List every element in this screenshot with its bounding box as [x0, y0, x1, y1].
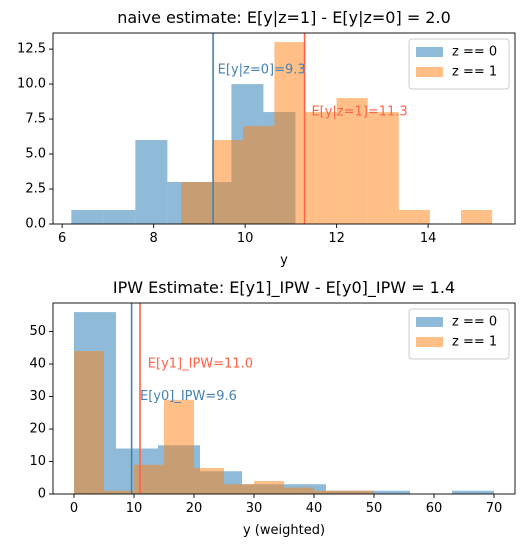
x-tick-label: 10	[237, 231, 254, 246]
series-z1	[181, 42, 493, 224]
histogram-bar	[212, 140, 244, 224]
x-tick-label: 70	[486, 501, 503, 516]
y-tick-label: 7.5	[25, 112, 46, 127]
mean-annotation: E[y|z=0]=9.3	[218, 63, 306, 78]
x-tick-label: 20	[186, 501, 203, 516]
histogram-bar	[254, 481, 284, 494]
histogram-bar	[224, 484, 254, 494]
histogram-bar	[181, 182, 213, 224]
mean-annotation: E[y0]_IPW=9.6	[140, 389, 237, 404]
legend-swatch	[416, 317, 443, 327]
histogram-bar	[336, 98, 368, 224]
chart-panel-2: E[y1]_IPW=11.0 E[y0]_IPW=9.6 0 10 20 30 40 50 60…	[29, 278, 516, 538]
x-tick-label: 40	[306, 501, 323, 516]
x-tick-label: 0	[70, 501, 78, 516]
histogram-bar	[243, 126, 275, 224]
y-tick-label: 20	[29, 422, 46, 437]
y-tick-label: 0.0	[25, 217, 46, 232]
x-tick-label: 14	[420, 231, 437, 246]
histogram-bar	[452, 490, 494, 494]
histogram-bar	[194, 468, 224, 494]
axes-frame	[52, 302, 516, 495]
x-axis-label: y (weighted)	[243, 523, 325, 538]
y-tick-label: 0	[38, 487, 46, 502]
histogram-bar	[305, 112, 337, 224]
y-tick-label: 12.5	[17, 42, 46, 57]
histogram-bar	[274, 42, 306, 224]
x-axis-label: y	[280, 253, 288, 268]
y-tick-label: 2.5	[25, 182, 46, 197]
legend-label: z == 0	[452, 45, 497, 60]
legend: z == 0 z == 1	[408, 308, 510, 360]
legend-swatch	[416, 67, 443, 77]
x-tick-label: 8	[149, 231, 157, 246]
histogram-bar	[135, 140, 168, 224]
y-tick-label: 5.0	[25, 147, 46, 162]
histogram-bar	[461, 210, 493, 224]
histogram-bar	[74, 351, 104, 494]
histogram-bar	[164, 399, 194, 494]
histogram-bar	[104, 490, 134, 494]
mean-annotation: E[y1]_IPW=11.0	[148, 357, 253, 372]
x-tick-label: 12	[328, 231, 345, 246]
histogram-bar	[103, 210, 136, 224]
y-tick-label: 50	[29, 324, 46, 339]
legend-label: z == 1	[452, 65, 497, 80]
x-tick-label: 50	[366, 501, 383, 516]
chart-title: IPW Estimate: E[y1]_IPW - E[y0]_IPW = 1.…	[113, 278, 455, 298]
y-tick-label: 10	[29, 454, 46, 469]
histogram-bar	[398, 210, 430, 224]
legend: z == 0 z == 1	[408, 38, 510, 90]
legend-label: z == 0	[452, 315, 497, 330]
x-tick-label: 60	[426, 501, 443, 516]
histogram-bar	[367, 112, 399, 224]
y-tick-label: 30	[29, 389, 46, 404]
axes-frame	[52, 32, 516, 225]
series-z1	[74, 351, 374, 494]
legend-swatch	[416, 47, 443, 57]
histogram-bar	[368, 490, 410, 494]
y-tick-label: 40	[29, 357, 46, 372]
histogram-bar	[134, 464, 164, 494]
y-tick-label: 10.0	[17, 77, 46, 92]
chart-panel-1: E[y|z=0]=9.3 E[y|z=1]=11.3 6 8 10 12 14 0.0 2.5 5…	[17, 8, 516, 268]
mean-annotation: E[y|z=1]=11.3	[311, 105, 407, 120]
histogram-bar	[344, 490, 374, 494]
x-tick-label: 30	[246, 501, 263, 516]
histogram-bar	[284, 487, 314, 494]
histogram-bar	[71, 210, 104, 224]
legend-label: z == 1	[452, 335, 497, 350]
x-tick-label: 6	[58, 231, 66, 246]
chart-title: naive estimate: E[y|z=1] - E[y|z=0] = 2.…	[117, 8, 451, 27]
x-tick-label: 10	[126, 501, 143, 516]
histogram-bar	[314, 490, 344, 494]
legend-swatch	[416, 337, 443, 347]
